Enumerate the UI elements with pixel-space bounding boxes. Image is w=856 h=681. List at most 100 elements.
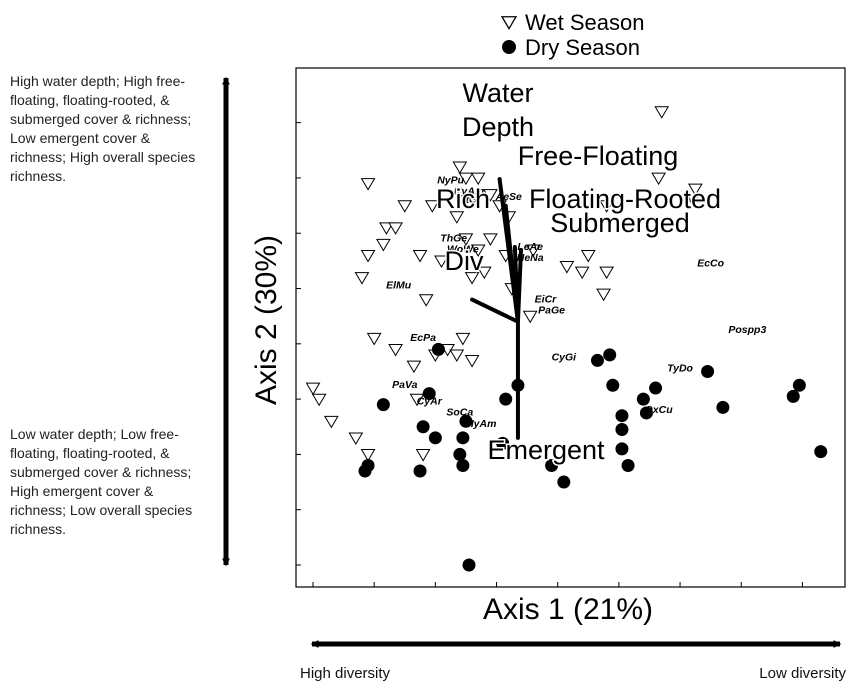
wet-season-point xyxy=(651,172,667,186)
dry-season-point xyxy=(376,398,390,412)
dry-season-point xyxy=(416,420,430,434)
species-label: ElMu xyxy=(386,280,412,292)
wet-season-point xyxy=(470,172,486,186)
wet-season-point xyxy=(464,272,480,285)
species-label: NyPu xyxy=(437,174,464,186)
species-label: HyAm xyxy=(466,418,496,430)
species-label: ThGe xyxy=(440,233,467,245)
dry-season-point xyxy=(792,378,806,392)
vector-label: Submerged xyxy=(550,208,690,238)
wet-season-point xyxy=(525,244,541,257)
dry-season-point xyxy=(358,464,372,478)
dry-season-point xyxy=(636,392,650,406)
wet-season-point xyxy=(559,261,575,274)
high-diversity-label: High diversity xyxy=(300,665,391,681)
legend-wet-marker xyxy=(500,16,518,30)
vector-label: Free-Floating xyxy=(518,141,679,171)
wet-season-point xyxy=(449,211,465,224)
dry-season-point xyxy=(422,387,436,401)
x-axis-title: Axis 1 (21%) xyxy=(483,593,653,626)
species-label: OxCu xyxy=(645,404,674,416)
vector-line xyxy=(515,247,523,324)
top-annotation: High water depth; High free-floating, fl… xyxy=(10,73,196,184)
wet-season-point xyxy=(470,244,486,257)
vector-label: Rich xyxy=(436,184,490,214)
wet-season-point xyxy=(360,178,376,191)
wet-season-point xyxy=(434,255,449,269)
plot-frame xyxy=(295,67,846,588)
wet-season-point xyxy=(305,382,321,396)
wet-season-point xyxy=(311,393,327,407)
legend-dry-marker xyxy=(502,40,516,54)
wet-season-point xyxy=(596,288,611,302)
low-diversity-label: Low diversity xyxy=(759,665,846,681)
species-label: UtGi xyxy=(458,194,481,206)
species-label: LeAe xyxy=(517,241,543,253)
dry-season-point xyxy=(496,436,510,450)
vector-label: Floating-Rooted xyxy=(529,184,721,214)
species-label: NaAr xyxy=(686,194,712,206)
wet-season-point xyxy=(458,233,474,246)
wet-season-point xyxy=(599,266,615,280)
dry-season-point xyxy=(621,458,635,472)
species-label: NeNa xyxy=(517,252,544,264)
wet-season-point xyxy=(388,343,403,357)
dry-season-point xyxy=(557,475,571,489)
species-label: SoCa xyxy=(446,407,473,419)
species-label: WoWe xyxy=(447,244,479,256)
wet-season-point xyxy=(580,249,596,263)
dry-season-point xyxy=(606,378,620,392)
legend-dry-label: Dry Season xyxy=(525,35,640,60)
wet-season-point xyxy=(397,200,413,213)
wet-season-point xyxy=(409,393,425,407)
dry-season-point xyxy=(603,348,617,362)
dry-season-point xyxy=(431,342,445,356)
wet-season-point xyxy=(424,200,440,213)
vector-label: Div xyxy=(445,246,484,276)
species-label: PaVa xyxy=(392,379,417,391)
vector-label: Emergent xyxy=(487,435,605,465)
dry-season-point xyxy=(456,458,470,472)
wet-season-point xyxy=(360,449,376,462)
dry-season-point xyxy=(453,447,467,461)
wet-season-point xyxy=(476,266,492,280)
dry-season-point xyxy=(639,406,653,420)
dry-season-point xyxy=(499,392,513,406)
species-label: NyAm xyxy=(454,186,484,198)
wet-season-point xyxy=(574,266,590,280)
wet-season-point xyxy=(449,349,465,363)
wet-season-point xyxy=(412,249,428,263)
dry-season-point xyxy=(615,442,629,456)
wet-season-point xyxy=(452,161,468,175)
wet-season-point xyxy=(522,310,538,324)
species-label: EiCr xyxy=(535,293,558,305)
wet-season-point xyxy=(379,222,394,235)
wet-season-point xyxy=(654,106,670,119)
wet-season-points xyxy=(305,106,703,462)
dry-season-points xyxy=(358,342,828,572)
dry-season-point xyxy=(456,431,470,445)
dry-season-point xyxy=(459,414,473,428)
legend-wet-label: Wet Season xyxy=(525,10,644,35)
wet-season-point xyxy=(354,272,370,285)
wet-season-point xyxy=(348,432,364,445)
dry-season-point xyxy=(649,381,663,395)
wet-season-point xyxy=(388,222,403,235)
species-label: Pospp3 xyxy=(728,324,766,336)
bottom-annotation: Low water depth; Low free-floating, floa… xyxy=(10,426,193,537)
y-axis-title: Axis 2 (30%) xyxy=(250,235,283,405)
vector-label: Water Depth xyxy=(462,78,534,142)
species-label: EcPa xyxy=(410,332,436,344)
wet-season-point xyxy=(366,332,382,346)
wet-season-point xyxy=(360,249,376,263)
axis-ticks xyxy=(296,122,803,587)
legend-triangle-shape xyxy=(500,16,518,30)
dry-season-point xyxy=(615,409,629,423)
dry-season-point xyxy=(615,423,629,437)
dry-season-point xyxy=(786,389,800,403)
dry-season-point xyxy=(462,558,476,572)
dry-season-point xyxy=(701,364,715,378)
